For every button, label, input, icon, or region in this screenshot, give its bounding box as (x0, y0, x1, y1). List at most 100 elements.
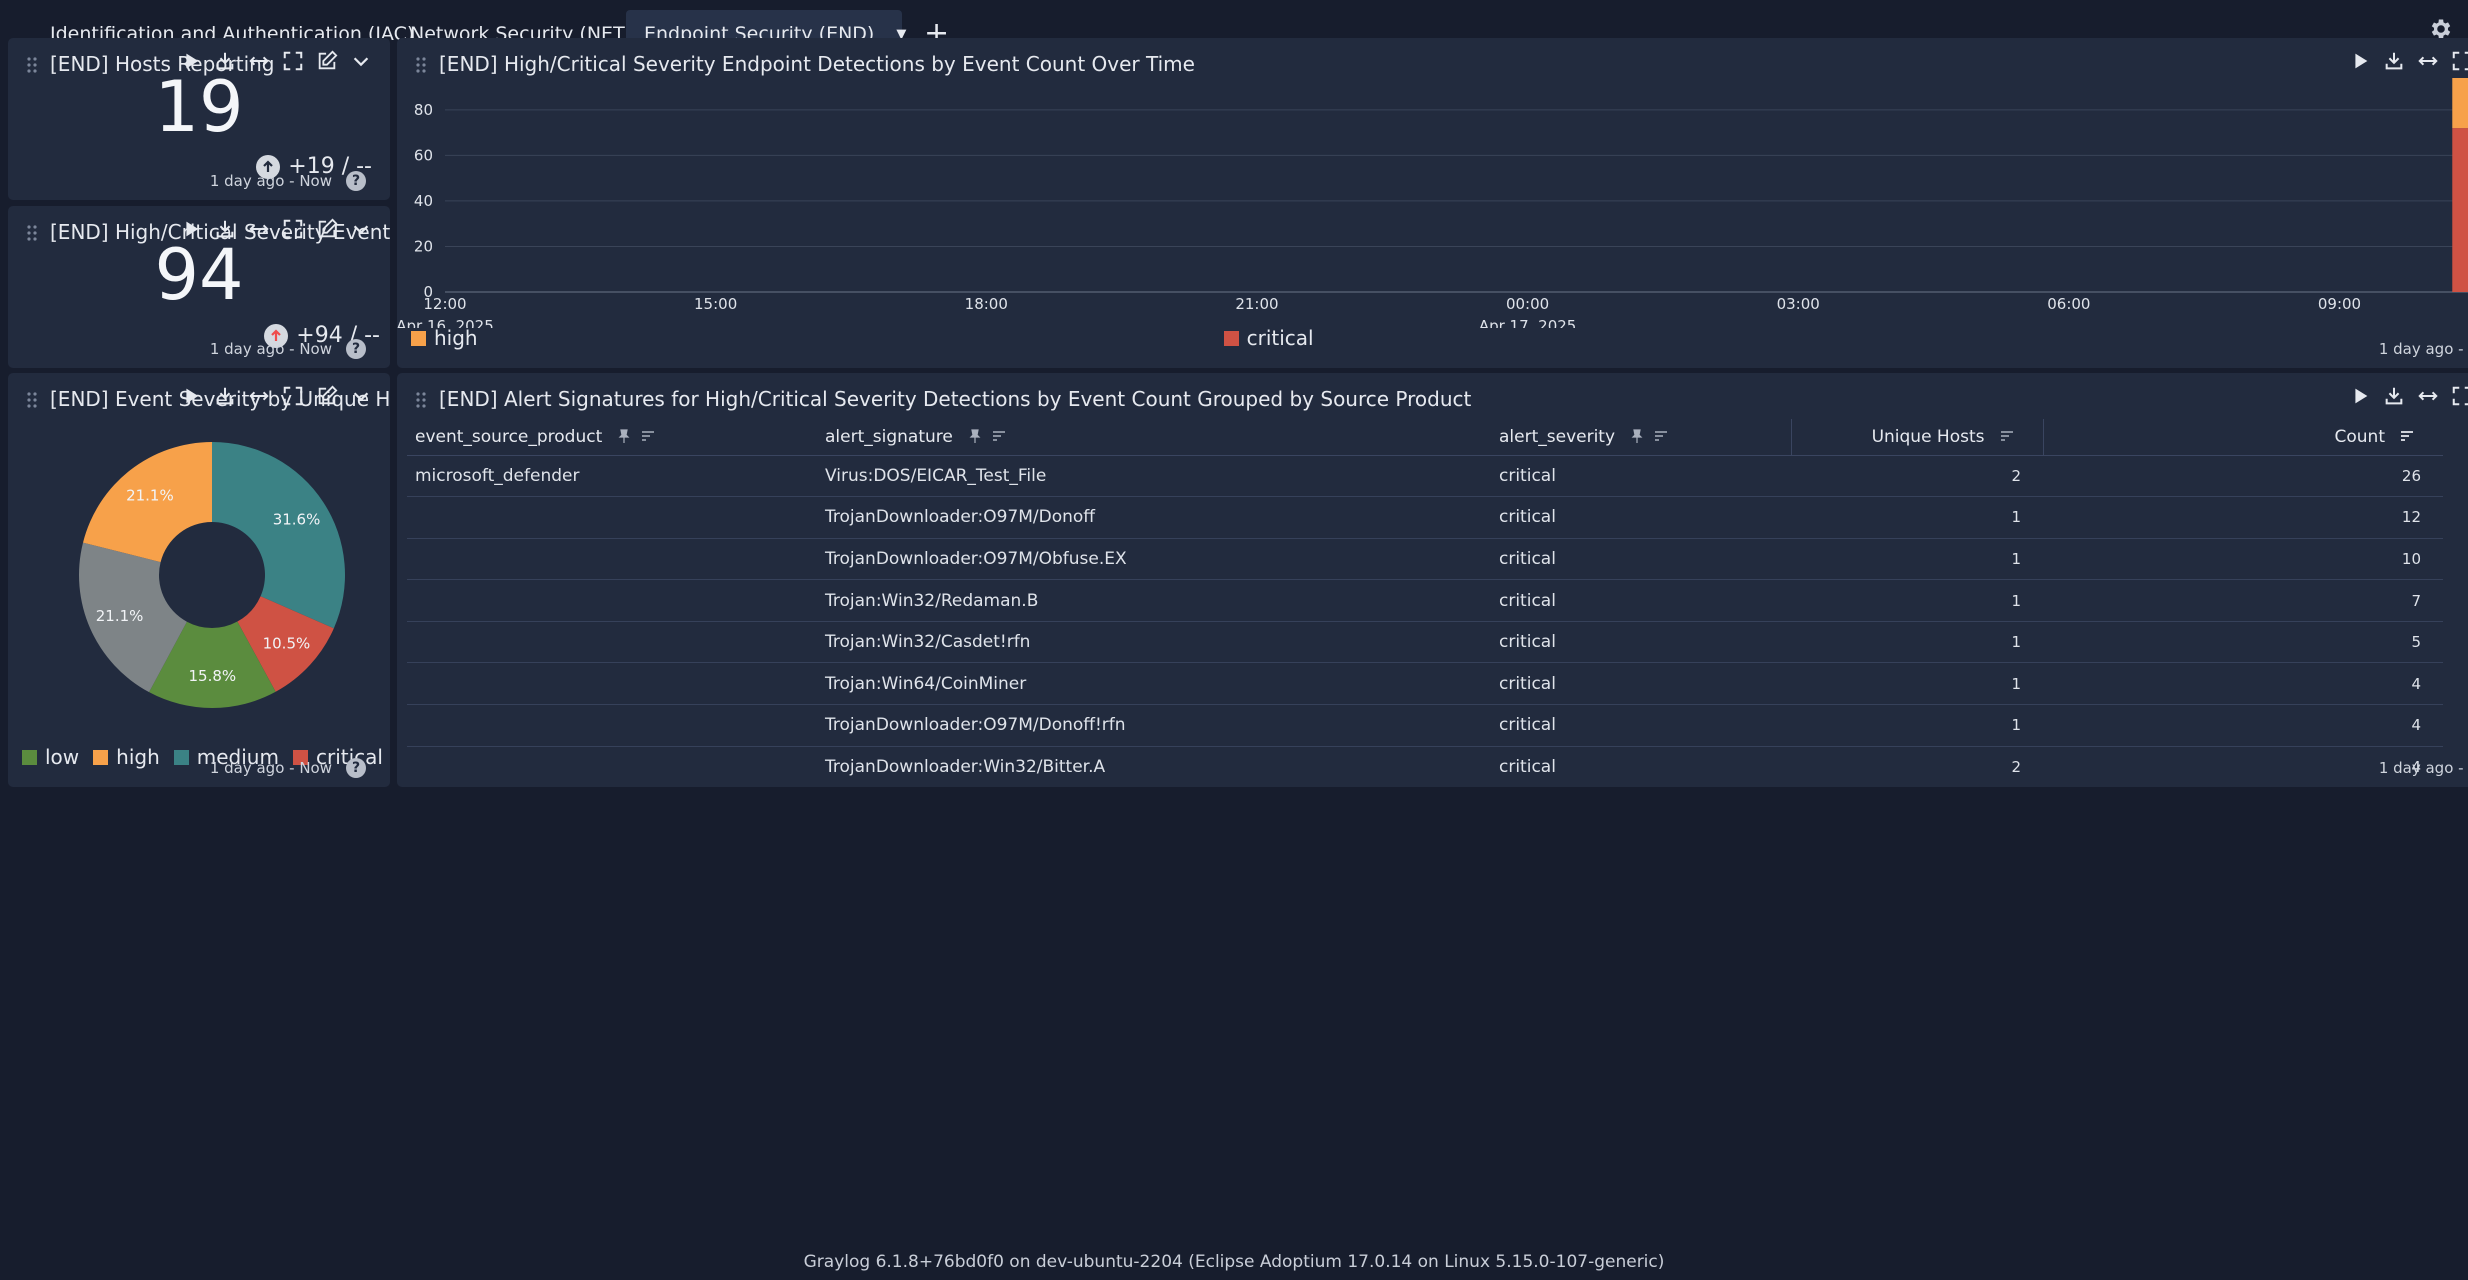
pie-legend: lowhighmediumcriticalinformational (22, 745, 390, 769)
drag-handle-icon[interactable] (415, 56, 427, 74)
download-icon[interactable] (214, 50, 236, 72)
pin-icon[interactable] (967, 428, 983, 444)
cell-count: 4 (2043, 704, 2443, 747)
drag-handle-icon[interactable] (26, 56, 38, 74)
help-icon[interactable]: ? (346, 758, 366, 778)
download-icon[interactable] (214, 385, 236, 407)
drag-handle-icon[interactable] (415, 391, 427, 409)
sort-icon[interactable] (1653, 428, 1669, 444)
cell-severity: critical (1491, 538, 1791, 581)
table-row[interactable]: Trojan:Win32/Casdet!rfn critical 1 5 (407, 621, 2443, 664)
column-header-signature[interactable]: alert_signature (817, 419, 1491, 456)
table-row[interactable]: TrojanDownloader:Win32/Bitter.A critical 2… (407, 746, 2443, 787)
column-header-severity[interactable]: alert_severity (1491, 419, 1791, 456)
table-row[interactable]: TrojanDownloader:O97M/Obfuse.EX critical 1… (407, 538, 2443, 581)
pie-slice-informational[interactable] (78, 542, 187, 693)
severity-pie-widget: [END] Event Severity by Unique Hosts 31.… (8, 373, 390, 787)
hosts-count: 19 (154, 66, 244, 148)
table-row[interactable]: microsoft_defender Virus:DOS/EICAR_Test_F… (407, 455, 2443, 498)
edit-icon[interactable] (316, 50, 338, 72)
sort-icon[interactable] (991, 428, 1007, 444)
fullscreen-icon[interactable] (282, 50, 304, 72)
column-header-count[interactable]: Count (2042, 419, 2443, 456)
help-icon[interactable]: ? (346, 339, 366, 359)
table-header-row: event_source_product alert_signature ale… (407, 419, 2443, 456)
play-icon[interactable] (180, 385, 202, 407)
download-icon[interactable] (2383, 385, 2405, 407)
edit-icon[interactable] (316, 218, 338, 240)
legend-item-critical[interactable]: critical (1223, 326, 1314, 350)
expand-horizontal-icon[interactable] (248, 218, 270, 240)
chevron-down-icon[interactable] (350, 50, 372, 72)
edit-icon[interactable] (316, 385, 338, 407)
expand-horizontal-icon[interactable] (2417, 385, 2439, 407)
table-row[interactable]: TrojanDownloader:O97M/Donoff critical 1 12 (407, 496, 2443, 539)
download-icon[interactable] (214, 218, 236, 240)
drag-handle-icon[interactable] (26, 391, 38, 409)
pin-icon[interactable] (616, 428, 632, 444)
cell-count: 10 (2043, 538, 2443, 581)
column-label: event_source_product (415, 426, 603, 447)
expand-horizontal-icon[interactable] (2417, 50, 2439, 72)
help-icon[interactable]: ? (346, 171, 366, 191)
cell-severity: critical (1491, 662, 1791, 706)
expand-horizontal-icon[interactable] (248, 50, 270, 72)
widget-title: [END] Event Severity by Unique Hosts (50, 387, 390, 411)
column-header-unique-hosts[interactable]: Unique Hosts (1790, 419, 2043, 456)
cell-unique-hosts: 2 (1791, 746, 2043, 787)
timerange-label: 1 day ago - Now (209, 172, 332, 190)
chevron-down-icon[interactable] (350, 218, 372, 240)
sort-icon[interactable] (2399, 428, 2415, 444)
cell-count: 4 (2043, 746, 2443, 787)
play-icon[interactable] (2349, 385, 2371, 407)
legend-item-high[interactable]: high (93, 745, 160, 769)
fullscreen-icon[interactable] (2451, 385, 2468, 407)
widget-actions (180, 50, 372, 72)
gear-icon[interactable] (2428, 16, 2454, 42)
chevron-down-icon[interactable] (350, 385, 372, 407)
legend-item-high[interactable]: high (411, 326, 478, 350)
cell-unique-hosts: 2 (1791, 455, 2043, 498)
pie-slice-label: 15.8% (188, 667, 236, 685)
play-icon[interactable] (180, 50, 202, 72)
fullscreen-icon[interactable] (282, 218, 304, 240)
cell-count: 26 (2043, 455, 2443, 498)
download-icon[interactable] (2383, 50, 2405, 72)
cell-signature: Virus:DOS/EICAR_Test_File (817, 455, 1491, 498)
pie-slice-critical[interactable] (237, 596, 334, 692)
table-row[interactable]: Trojan:Win64/CoinMiner critical 1 4 (407, 662, 2443, 706)
footer-version: Graylog 6.1.8+76bd0f0 on dev-ubuntu-2204… (803, 1252, 1665, 1272)
legend-label: critical (1246, 326, 1314, 350)
fullscreen-icon[interactable] (282, 385, 304, 407)
widget-actions (180, 385, 372, 407)
fullscreen-icon[interactable] (2451, 50, 2468, 72)
drag-handle-icon[interactable] (26, 224, 38, 242)
legend-item-medium[interactable]: medium (173, 745, 279, 769)
y-tick-label: 0 (423, 283, 433, 301)
play-icon[interactable] (2349, 50, 2371, 72)
legend-item-low[interactable]: low (22, 745, 79, 769)
cell-signature: TrojanDownloader:O97M/Donoff!rfn (817, 704, 1491, 747)
pin-icon[interactable] (1629, 428, 1645, 444)
play-icon[interactable] (180, 218, 202, 240)
y-tick-label: 60 (414, 146, 433, 164)
x-tick-label: 12:00 (423, 295, 466, 313)
cell-count: 12 (2043, 496, 2443, 539)
bar-segment-critical[interactable] (2452, 128, 2468, 292)
chevron-down-icon[interactable]: ▼ (896, 27, 907, 42)
expand-horizontal-icon[interactable] (248, 385, 270, 407)
sort-icon[interactable] (1999, 428, 2015, 444)
sort-icon[interactable] (640, 428, 656, 444)
legend-swatch (22, 749, 37, 765)
trend-value: +94 / -- (296, 323, 380, 348)
cell-count: 7 (2043, 579, 2443, 622)
bar-segment-high[interactable] (2452, 78, 2468, 129)
pie-slice-medium[interactable] (212, 442, 346, 629)
pie-slice-high[interactable] (83, 442, 212, 563)
table-row[interactable]: Trojan:Win32/Redaman.B critical 1 7 (407, 579, 2443, 622)
cell-count: 4 (2043, 662, 2443, 706)
pie-slice-low[interactable] (149, 621, 276, 708)
column-header-product[interactable]: event_source_product (407, 419, 817, 456)
trend-indicator: +94 / -- (264, 323, 380, 348)
table-row[interactable]: TrojanDownloader:O97M/Donoff!rfn critical… (407, 704, 2443, 747)
